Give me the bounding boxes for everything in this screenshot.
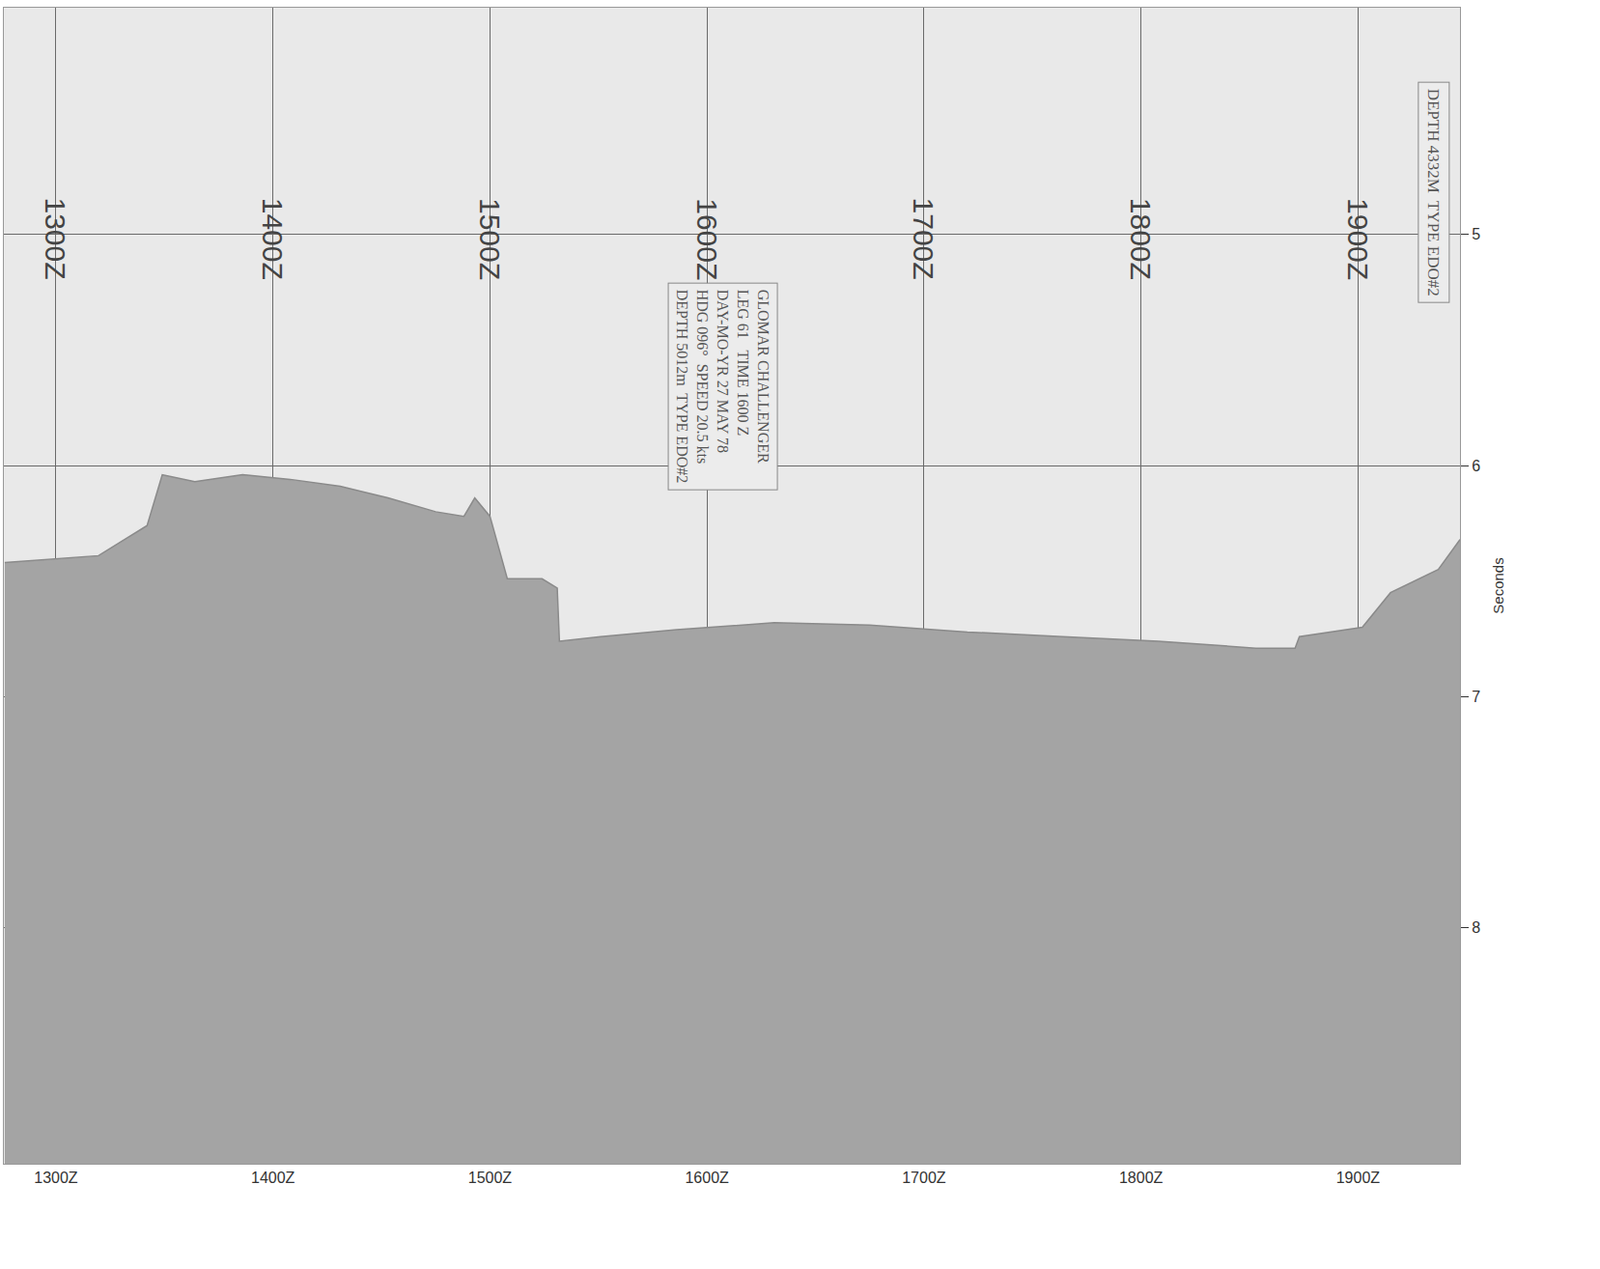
svg-text:1800Z: 1800Z xyxy=(1124,197,1157,281)
svg-text:1500Z: 1500Z xyxy=(474,197,506,281)
svg-text:GLOMAR CHALLENGERLEG 61 TIME: GLOMAR CHALLENGERLEG 61 TIME 1600 ZDAY-M… xyxy=(673,289,771,484)
svg-text:1600Z: 1600Z xyxy=(684,1169,730,1186)
svg-text:1700Z: 1700Z xyxy=(901,1169,947,1186)
svg-text:7: 7 xyxy=(1471,688,1481,705)
svg-text:Seconds: Seconds xyxy=(1489,557,1507,614)
svg-text:1300Z: 1300Z xyxy=(33,1169,79,1186)
svg-text:1900Z: 1900Z xyxy=(1336,1169,1381,1186)
svg-text:5: 5 xyxy=(1471,225,1481,243)
svg-text:1300Z: 1300Z xyxy=(39,196,72,280)
svg-text:1900Z: 1900Z xyxy=(1342,197,1375,281)
svg-text:1800Z: 1800Z xyxy=(1119,1169,1164,1186)
svg-text:1400Z: 1400Z xyxy=(251,1169,296,1186)
svg-text:DEPTH 4332M TYPE EDO#2: DEPTH 4332M TYPE EDO#2 xyxy=(1424,88,1443,297)
svg-text:1400Z: 1400Z xyxy=(256,197,289,281)
svg-text:1600Z: 1600Z xyxy=(691,197,724,281)
svg-text:1700Z: 1700Z xyxy=(907,197,940,281)
svg-text:8: 8 xyxy=(1471,919,1481,936)
svg-text:1500Z: 1500Z xyxy=(468,1169,513,1186)
svg-text:6: 6 xyxy=(1471,457,1481,475)
